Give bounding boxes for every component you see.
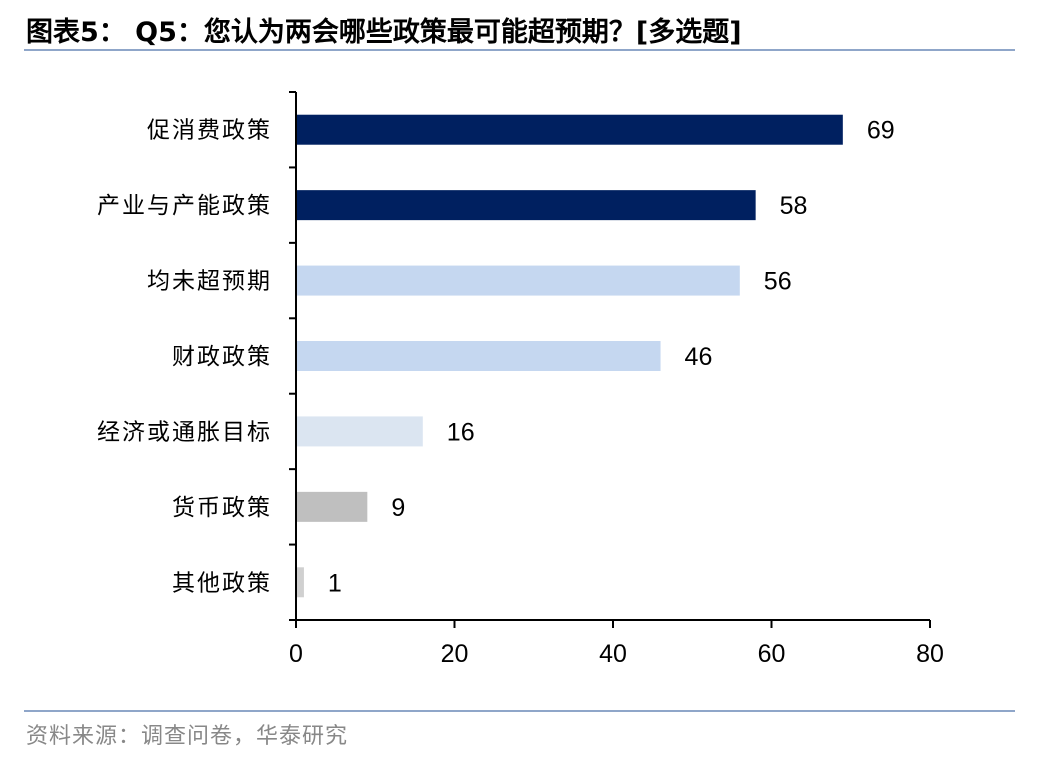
category-label-2: 产业与产能政策: [97, 193, 272, 219]
category-label-4: 财政政策: [172, 344, 272, 370]
x-tick-label-4: 80: [916, 640, 944, 668]
category-label-7: 其他政策: [172, 570, 272, 596]
category-label-5: 经济或通胀目标: [97, 419, 272, 445]
value-label-6: 9: [391, 494, 405, 522]
x-tick-label-1: 20: [441, 640, 469, 668]
value-label-5: 16: [447, 418, 475, 446]
bar-4: [296, 341, 661, 371]
x-tick-label-3: 60: [758, 640, 786, 668]
value-label-1: 69: [867, 117, 895, 145]
x-tick-label-0: 0: [289, 640, 303, 668]
bar-2: [296, 190, 756, 221]
chart-title: 图表5： Q5：您认为两会哪些政策最可能超预期？[多选题]: [26, 17, 742, 48]
category-label-3: 均未超预期: [147, 269, 272, 295]
source-note: 资料来源：调查问卷，华泰研究: [26, 724, 349, 749]
bar-3: [296, 265, 740, 296]
value-label-4: 46: [685, 343, 713, 371]
value-label-3: 56: [764, 268, 792, 296]
bar-7: [296, 567, 304, 598]
value-label-7: 1: [328, 569, 342, 597]
x-tick-label-2: 40: [599, 640, 627, 668]
bar-5: [296, 416, 423, 447]
category-label-6: 货币政策: [172, 495, 272, 521]
category-label-1: 促消费政策: [147, 118, 272, 144]
footer-divider: [24, 710, 1015, 712]
bar-1: [296, 114, 843, 145]
bar-6: [296, 491, 368, 522]
value-label-2: 58: [780, 192, 808, 220]
header-divider: [24, 49, 1015, 51]
